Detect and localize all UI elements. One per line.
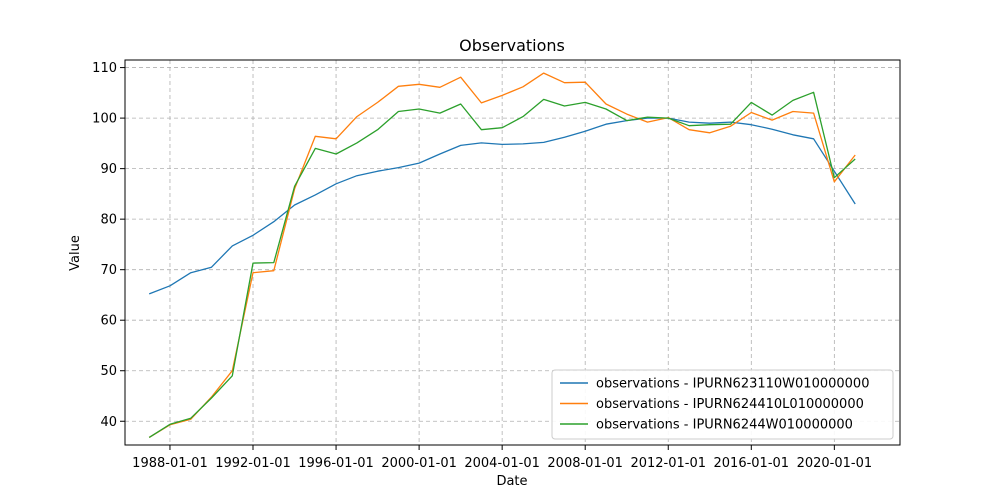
legend-label-2: observations - IPURN6244W010000000 <box>596 418 853 433</box>
plot-area-frame <box>124 59 901 446</box>
x-tick-label: 2016-01-01 <box>714 456 790 471</box>
x-tick-label: 1988-01-01 <box>132 456 208 471</box>
x-tick-label: 1996-01-01 <box>298 456 374 471</box>
y-tick-label: 70 <box>100 263 117 278</box>
series-lines <box>148 72 856 438</box>
y-axis-title: Value <box>68 235 83 271</box>
y-tick-label: 60 <box>100 314 117 329</box>
legend-label-0: observations - IPURN623110W010000000 <box>596 377 869 392</box>
x-tick-label: 2008-01-01 <box>547 456 623 471</box>
x-axis-ticks: 1988-01-01 1992-01-01 1996-01-01 2000-01-01… <box>132 445 872 471</box>
series-line-0 <box>148 117 856 295</box>
y-tick-label: 110 <box>92 61 117 76</box>
y-tick-label: 80 <box>100 213 117 228</box>
x-tick-label: 2000-01-01 <box>381 456 457 471</box>
legend-label-1: observations - IPURN624410L010000000 <box>596 397 864 412</box>
y-tick-label: 100 <box>92 112 117 127</box>
grid <box>125 60 900 445</box>
y-axis-ticks: 40 50 60 70 80 90 100 110 <box>92 61 125 430</box>
y-tick-label: 90 <box>100 162 117 177</box>
x-axis-title: Date <box>496 474 527 489</box>
chart-title: Observations <box>459 36 565 55</box>
series-line-1 <box>148 72 856 438</box>
y-tick-label: 40 <box>100 415 117 430</box>
x-tick-label: 2020-01-01 <box>797 456 873 471</box>
series-line-2 <box>148 91 856 438</box>
legend-box <box>551 369 894 440</box>
legend: observations - IPURN623110W010000000 obse… <box>551 369 894 440</box>
x-tick-label: 1992-01-01 <box>215 456 291 471</box>
y-tick-label: 50 <box>100 364 117 379</box>
x-tick-label: 2004-01-01 <box>464 456 540 471</box>
x-tick-label: 2012-01-01 <box>630 456 706 471</box>
